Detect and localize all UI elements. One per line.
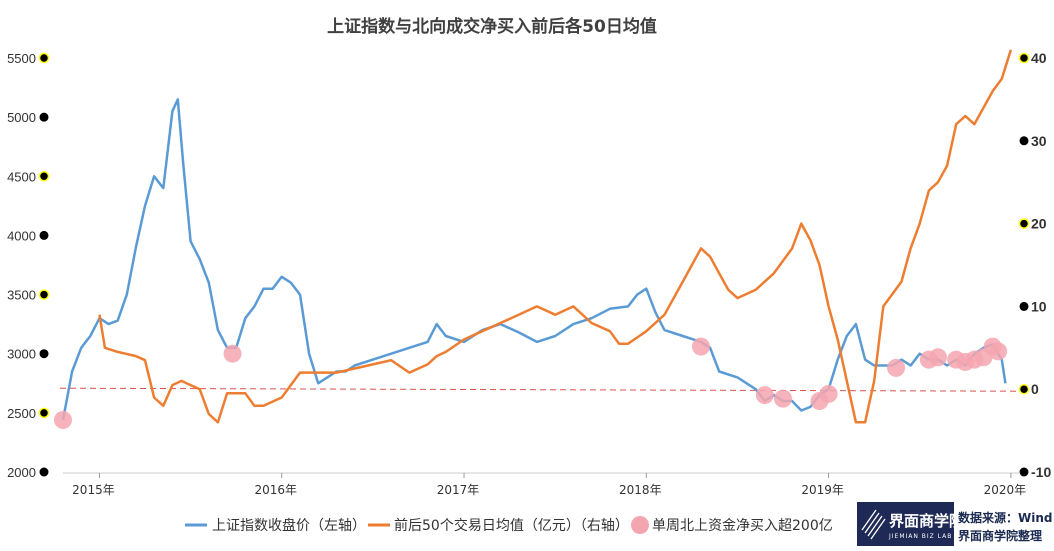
logo-name: 界面商学院 <box>889 512 964 530</box>
left-tick-label: 4500 <box>7 169 36 184</box>
x-axis-ticks: 2015年 2016年 2017年 2018年 2019年 2020年 <box>72 473 1026 497</box>
left-tick-dot <box>39 112 49 122</box>
left-tick-dot <box>39 467 49 477</box>
highlight-marker <box>928 348 947 367</box>
x-tick-label: 2016年 <box>254 483 297 497</box>
legend-label-flow: 前后50个交易日均值（亿元）（右轴） <box>394 517 629 534</box>
legend-label-highlight: 单周北上资金净买入超200亿 <box>652 518 833 534</box>
highlight-markers <box>54 337 1008 429</box>
left-tick-dot <box>38 407 50 419</box>
right-tick-dot <box>1019 136 1029 146</box>
left-tick-dot <box>39 349 49 359</box>
left-tick-label: 3500 <box>7 288 36 303</box>
highlight-marker <box>692 337 710 356</box>
legend: 上证指数收盘价（左轴） 前后50个交易日均值（亿元）（右轴） 单周北上资金净买入… <box>185 516 833 534</box>
logo-mark-icon <box>861 509 886 540</box>
series-line-northbound-avg <box>98 49 1013 424</box>
highlight-marker <box>223 344 242 363</box>
x-tick-label: 2018年 <box>619 483 662 497</box>
left-tick-dot <box>39 230 49 240</box>
left-tick-label: 2500 <box>7 406 36 421</box>
highlight-marker <box>774 389 793 408</box>
right-tick-dot <box>1019 467 1029 477</box>
source-line-2: 界面商学院整理 <box>958 528 1042 543</box>
chart-title: 上证指数与北向成交净买入前后各50日均值 <box>327 16 657 37</box>
legend-swatch-highlight <box>631 516 649 534</box>
source-line-1: 数据来源：Wind <box>958 510 1052 525</box>
legend-label-index: 上证指数收盘价（左轴） <box>212 517 366 534</box>
highlight-marker <box>989 342 1008 361</box>
left-tick-label: 2000 <box>7 465 36 480</box>
x-tick-label: 2015年 <box>72 483 115 497</box>
right-tick-label: 10 <box>1031 298 1047 314</box>
right-axis-ticks: 40 30 20 10 0 -10 <box>1018 50 1051 480</box>
left-tick-dot <box>38 52 50 64</box>
highlight-marker <box>755 386 774 405</box>
logo-subtitle: JIEMIAN BIZ LAB <box>888 533 952 540</box>
right-tick-label: 0 <box>1031 381 1039 397</box>
left-tick-label: 3000 <box>7 347 36 362</box>
left-tick-dot <box>38 171 50 182</box>
highlight-marker <box>54 410 72 429</box>
x-tick-label: 2017年 <box>437 483 480 497</box>
highlight-marker <box>887 358 906 377</box>
right-tick-label: 40 <box>1031 50 1047 66</box>
left-tick-label: 5000 <box>7 110 36 125</box>
left-tick-dot <box>38 289 50 300</box>
right-tick-dot <box>1019 301 1029 311</box>
x-tick-label: 2020年 <box>984 483 1027 497</box>
highlight-marker <box>819 384 838 403</box>
right-tick-dot <box>1018 218 1030 229</box>
right-tick-label: -10 <box>1031 464 1051 480</box>
logo-background <box>857 502 954 546</box>
right-tick-dot <box>1018 383 1030 395</box>
left-tick-label: 4000 <box>7 228 36 243</box>
right-tick-dot <box>1018 52 1030 64</box>
left-axis-ticks: 5500 5000 4500 4000 3500 3000 2500 2000 <box>7 51 50 480</box>
logo: 界面商学院 JIEMIAN BIZ LAB <box>857 502 964 546</box>
right-tick-label: 30 <box>1031 133 1047 149</box>
x-tick-label: 2019年 <box>801 483 844 497</box>
series-line-shanghai-index <box>61 98 1007 421</box>
zero-reference-line <box>59 387 1021 392</box>
right-tick-label: 20 <box>1031 216 1047 232</box>
left-tick-label: 5500 <box>7 51 36 66</box>
